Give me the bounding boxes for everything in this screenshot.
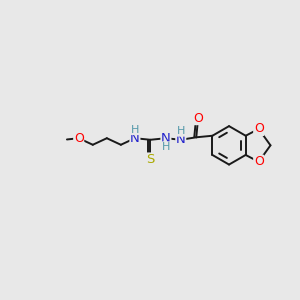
Text: N: N [176, 133, 186, 146]
Text: N: N [161, 132, 171, 145]
Text: H: H [162, 142, 170, 152]
Text: S: S [146, 153, 154, 166]
Text: O: O [254, 122, 264, 135]
Text: O: O [193, 112, 203, 124]
Text: O: O [254, 155, 264, 168]
Text: H: H [177, 126, 185, 136]
Text: N: N [130, 132, 140, 145]
Text: O: O [74, 132, 84, 145]
Text: H: H [131, 124, 139, 134]
